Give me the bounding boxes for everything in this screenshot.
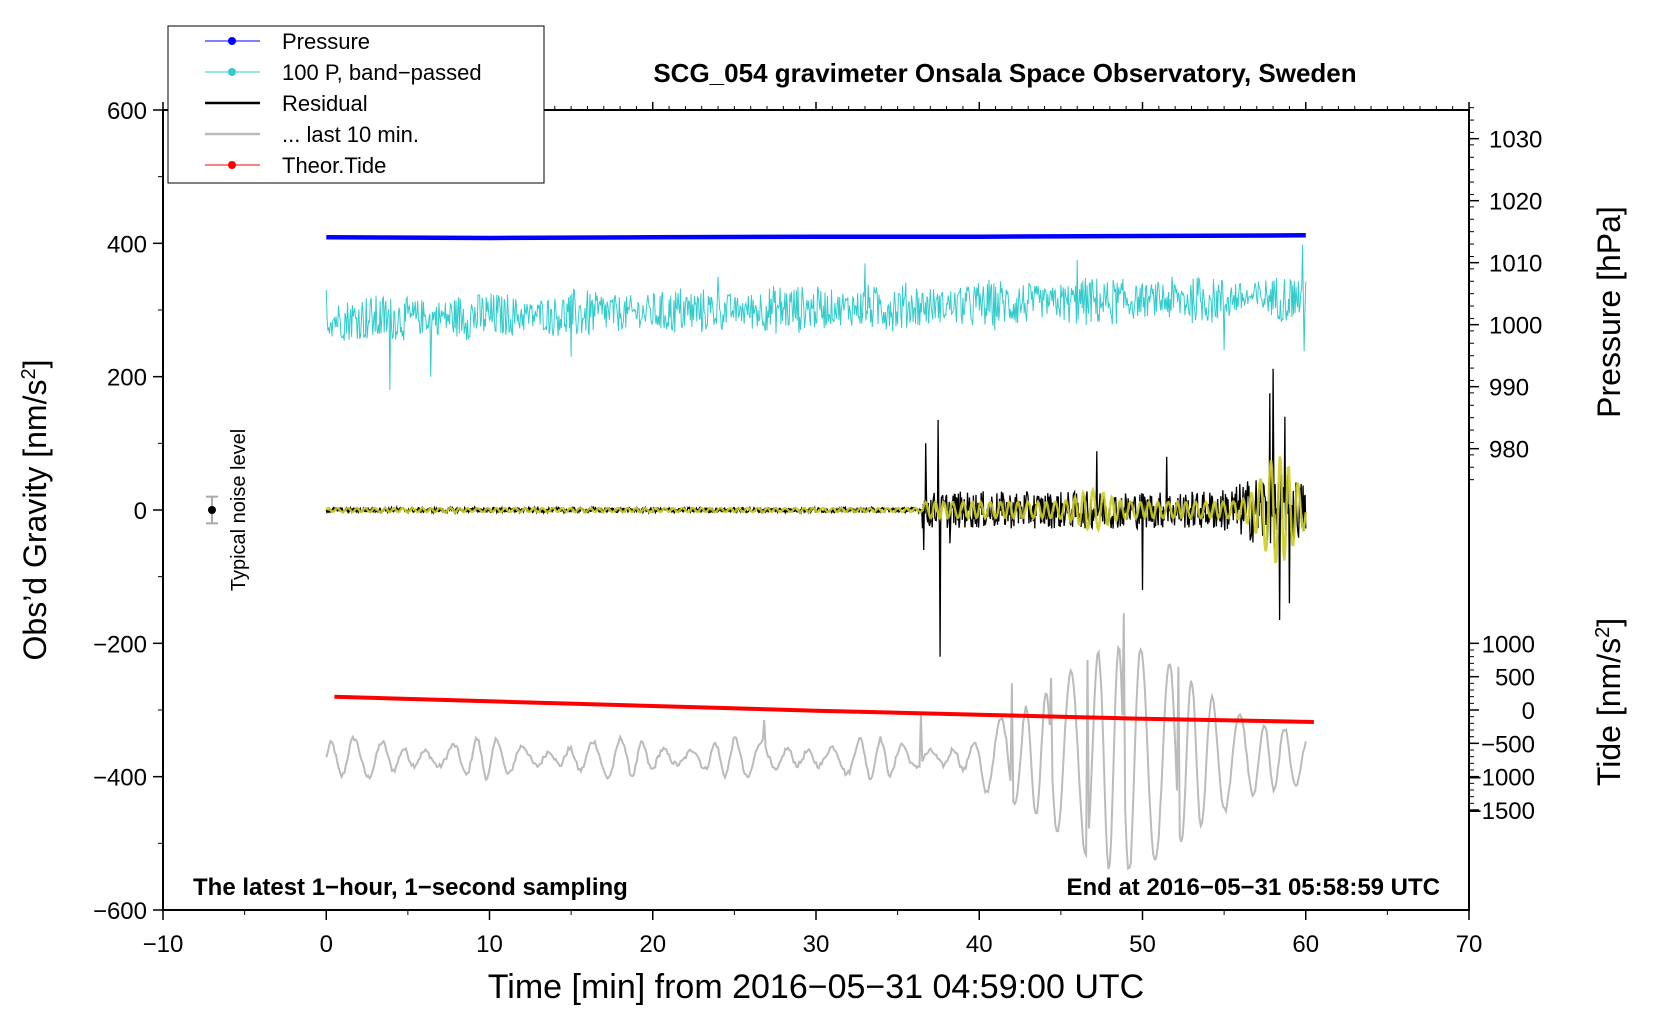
y-axis-label-end: ] <box>17 360 53 369</box>
x-tick-label: 40 <box>966 931 993 958</box>
pressure-tick-label: 1030 <box>1489 127 1542 154</box>
legend-label: Theor.Tide <box>282 153 386 178</box>
noise-dot <box>207 506 216 514</box>
pressure-tick-label: 990 <box>1489 375 1529 402</box>
y-tick-label: 0 <box>134 498 147 525</box>
legend: Pressure 100 P, band−passed Residual ... la… <box>167 25 545 184</box>
x-tick-label: 70 <box>1456 931 1483 958</box>
pressure-tick-label: 1020 <box>1489 189 1542 216</box>
tide-tick-label: −1000 <box>1468 765 1535 792</box>
legend-label: 100 P, band−passed <box>282 60 482 85</box>
pressure-tick-label: 1000 <box>1489 313 1542 340</box>
pressure-axis-label: Pressure [hPa] <box>1591 206 1627 418</box>
x-tick-label: 30 <box>803 931 830 958</box>
x-tick-label: 60 <box>1292 931 1319 958</box>
legend-label: Residual <box>282 91 368 116</box>
series-last-10-min <box>325 613 1307 870</box>
y-tick-label: 400 <box>107 231 147 258</box>
tide-axis-label: Tide [nm/s2] <box>1591 618 1627 786</box>
tide-axis-label-main: Tide [nm/s <box>1591 638 1627 786</box>
pressure-tick-label: 1010 <box>1489 251 1542 278</box>
series-pressure <box>326 233 1306 241</box>
legend-marker <box>228 37 236 45</box>
series-layer <box>325 233 1314 870</box>
legend-marker <box>228 68 236 76</box>
tide-axis-label-end: ] <box>1591 618 1627 627</box>
series-residual-overlay <box>325 456 1308 564</box>
noise-indicator <box>205 495 218 525</box>
y-tick-label: −200 <box>93 631 147 658</box>
tide-tick-label: −500 <box>1481 731 1535 758</box>
tide-tick-label: 1000 <box>1482 631 1535 658</box>
tide-axis-label-sup: 2 <box>1592 627 1614 638</box>
legend-label: Pressure <box>282 29 370 54</box>
y-axis-label-main: Obs’d Gravity [nm/s <box>17 380 53 661</box>
y-tick-label: −600 <box>93 898 147 925</box>
tide-tick-label: −1500 <box>1468 798 1535 825</box>
chart-title: SCG_054 gravimeter Onsala Space Observat… <box>653 58 1356 88</box>
legend-label: ... last 10 min. <box>282 122 419 147</box>
y-axis-label: Obs’d Gravity [nm/s2] <box>17 360 53 661</box>
y-axis-label-sup: 2 <box>18 368 40 379</box>
axes-layer: −10 0 10 20 30 40 50 60 70−600−400−2000200400600… <box>93 98 1542 958</box>
x-tick-label: −10 <box>143 931 184 958</box>
noise-label: Typical noise level <box>228 429 250 591</box>
x-tick-label: 50 <box>1129 931 1156 958</box>
legend-box <box>167 25 545 184</box>
annotation-bottom-left: The latest 1−hour, 1−second sampling <box>193 874 628 901</box>
y-tick-label: −400 <box>93 765 147 792</box>
y-tick-label: 600 <box>107 98 147 125</box>
pressure-tick-label: 980 <box>1489 437 1529 464</box>
tide-tick-label: 500 <box>1495 665 1535 692</box>
x-tick-label: 20 <box>639 931 666 958</box>
tide-tick-label: 0 <box>1522 698 1535 725</box>
x-axis-label: Time [min] from 2016−05−31 04:59:00 UTC <box>488 968 1144 1006</box>
series-pressure-band-passed <box>325 244 1307 391</box>
annotation-bottom-right: End at 2016−05−31 05:58:59 UTC <box>1066 874 1440 901</box>
y-tick-label: 200 <box>107 365 147 392</box>
series-theor-tide <box>334 694 1314 724</box>
x-tick-label: 10 <box>476 931 503 958</box>
x-tick-label: 0 <box>320 931 333 958</box>
legend-marker <box>228 161 236 169</box>
